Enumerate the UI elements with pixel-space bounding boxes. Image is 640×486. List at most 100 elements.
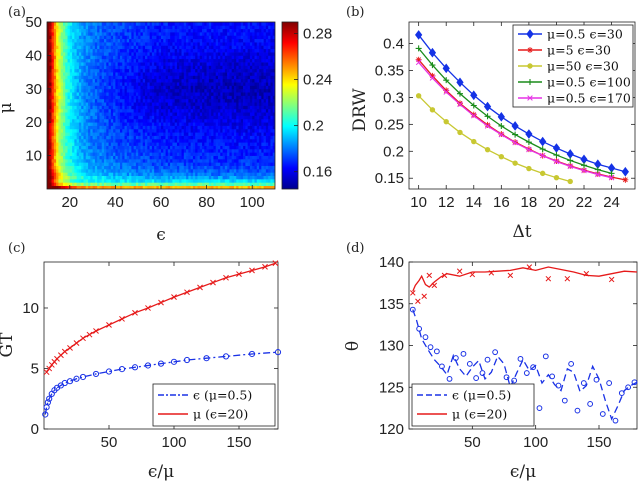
heatmap-cell — [245, 82, 248, 86]
heatmap-cell — [256, 72, 260, 76]
heatmap-cell — [97, 58, 100, 63]
heatmap-cell — [147, 82, 150, 86]
heatmap-cell — [156, 152, 160, 156]
heatmap-cell — [220, 55, 223, 60]
heatmap-cell — [74, 85, 77, 90]
heatmap-cell — [261, 98, 264, 103]
heatmap-cell — [229, 135, 233, 140]
heatmap-cell — [224, 48, 228, 53]
heatmap-cell — [188, 182, 191, 187]
heatmap-cell — [85, 25, 89, 30]
heatmap-cell — [129, 25, 132, 30]
heatmap-cell — [113, 72, 116, 76]
heatmap-cell — [188, 98, 191, 103]
heatmap-cell — [62, 172, 66, 176]
heatmap-cell — [158, 108, 162, 113]
heatmap-cell — [56, 182, 59, 187]
heatmap-cell — [183, 118, 187, 123]
heatmap-cell — [94, 158, 98, 163]
heatmap-cell — [268, 172, 271, 176]
heatmap-cell — [252, 48, 255, 53]
heatmap-cell — [218, 128, 221, 133]
heatmap-cell — [202, 25, 205, 30]
heatmap-cell — [211, 28, 214, 33]
heatmap-cell — [122, 72, 125, 76]
heatmap-cell — [129, 52, 132, 56]
heatmap-cell — [254, 25, 258, 30]
heatmap-cell — [149, 165, 153, 170]
heatmap-cell — [186, 148, 189, 153]
heatmap-cell — [247, 175, 251, 180]
heatmap-cell — [206, 115, 210, 120]
heatmap-cell — [181, 22, 185, 26]
heatmap-cell — [113, 132, 116, 136]
heatmap-cell — [181, 42, 185, 46]
heatmap-cell — [49, 48, 52, 53]
heatmap-cell — [211, 118, 214, 123]
heatmap-cell — [108, 182, 112, 187]
heatmap-cell — [135, 42, 139, 46]
heatmap-cell — [51, 28, 55, 33]
heatmap-cell — [145, 35, 148, 40]
heatmap-cell — [113, 108, 116, 113]
heatmap-cell — [199, 135, 203, 140]
heatmap-cell — [133, 105, 137, 110]
heatmap-cell — [135, 168, 139, 173]
heatmap-cell — [263, 145, 267, 150]
heatmap-cell — [108, 128, 112, 133]
heatmap-cell — [47, 182, 50, 187]
heatmap-cell — [204, 65, 207, 70]
heatmap-cell — [161, 58, 164, 63]
heatmap-cell — [142, 45, 146, 50]
heatmap-cell — [181, 128, 185, 133]
heatmap-cell — [108, 132, 112, 136]
heatmap-cell — [265, 182, 269, 187]
heatmap-cell — [170, 155, 173, 160]
heatmap-cell — [117, 98, 121, 103]
heatmap-cell — [90, 182, 93, 187]
heatmap-cell — [85, 85, 89, 90]
heatmap-cell — [108, 112, 112, 116]
heatmap-cell — [56, 52, 59, 56]
heatmap-cell — [62, 22, 66, 26]
heatmap-cell — [151, 125, 155, 130]
heatmap-cell — [195, 135, 198, 140]
heatmap-cell — [81, 105, 84, 110]
heatmap-cell — [243, 35, 246, 40]
heatmap-cell — [261, 185, 264, 189]
heatmap-cell — [76, 45, 80, 50]
heatmap-cell — [108, 78, 112, 83]
heatmap-cell — [101, 65, 105, 70]
heatmap-cell — [243, 85, 246, 90]
heatmap-cell — [240, 32, 244, 36]
heatmap-cell — [145, 152, 148, 156]
heatmap-cell — [245, 65, 248, 70]
heatmap-cell — [67, 112, 71, 116]
heatmap-cell — [181, 132, 185, 136]
heatmap-cell — [58, 78, 62, 83]
heatmap-cell — [81, 165, 84, 170]
heatmap-cell — [108, 95, 112, 100]
heatmap-cell — [119, 92, 123, 96]
heatmap-cell — [151, 48, 155, 53]
heatmap-cell — [117, 52, 121, 56]
heatmap-cell — [142, 85, 146, 90]
heatmap-cell — [65, 92, 68, 96]
heatmap-cell — [101, 85, 105, 90]
heatmap-cell — [199, 132, 203, 136]
heatmap-cell — [224, 142, 228, 146]
heatmap-cell — [58, 88, 62, 93]
heatmap-cell — [206, 28, 210, 33]
heatmap-cell — [224, 85, 228, 90]
heatmap-cell — [67, 158, 71, 163]
heatmap-cell — [49, 178, 52, 183]
heatmap-cell — [176, 38, 180, 43]
heatmap-cell — [133, 42, 137, 46]
heatmap-cell — [53, 128, 57, 133]
heatmap-cell — [62, 95, 66, 100]
heatmap-cell — [236, 85, 239, 90]
heatmap-cell — [268, 88, 271, 93]
heatmap-cell — [119, 45, 123, 50]
heatmap-cell — [92, 182, 96, 187]
heatmap-cell — [174, 178, 178, 183]
